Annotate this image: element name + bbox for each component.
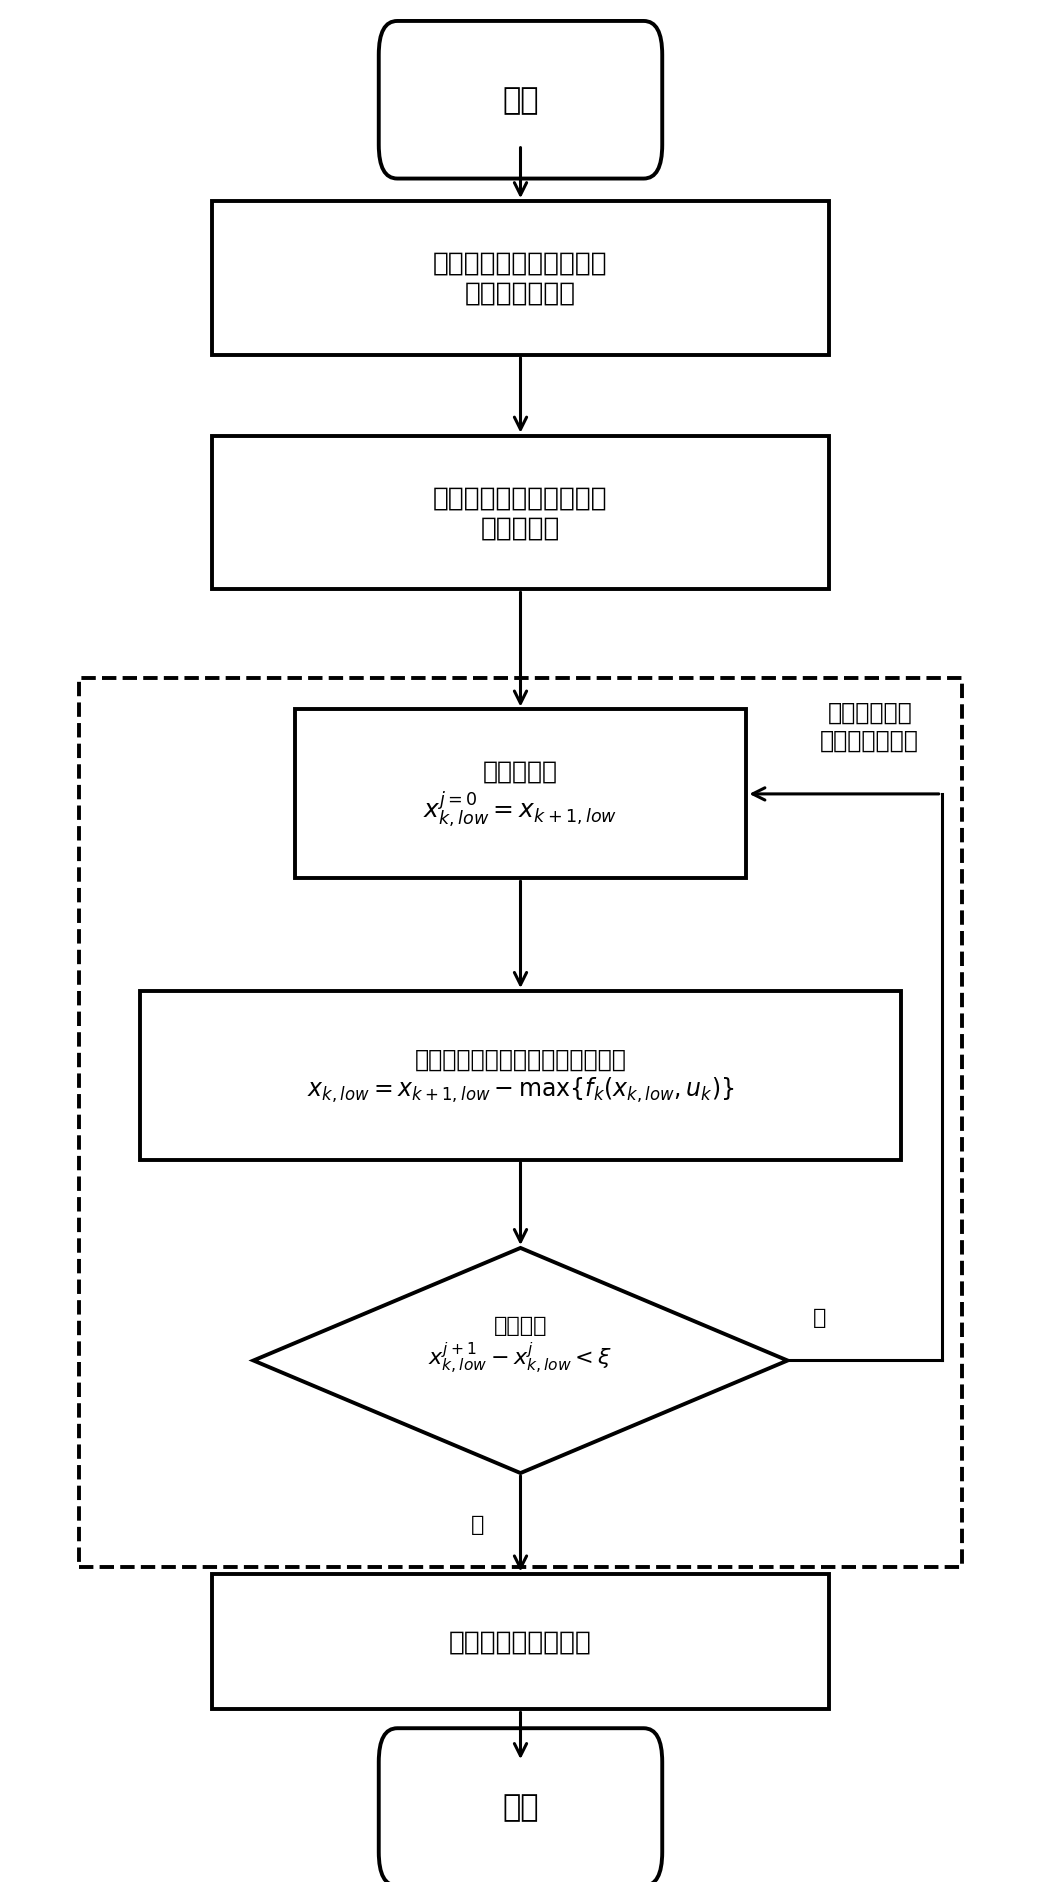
Text: 采用不动点后向迭代方法求解方程
$x_{k,low}=x_{k+1,low}-\max\{f_k(x_{k,low},u_k)\}$: 采用不动点后向迭代方法求解方程 $x_{k,low}=x_{k+1,low}-\… — [307, 1047, 734, 1105]
Text: 建立混合动力系统电池容
量与电流的关系: 建立混合动力系统电池容 量与电流的关系 — [433, 251, 608, 306]
FancyBboxPatch shape — [379, 23, 662, 179]
Bar — [212, 1575, 829, 1710]
Text: 开始: 开始 — [502, 87, 539, 115]
Bar — [295, 710, 746, 878]
Text: 确定系统状态变量与控制
变量的关系: 确定系统状态变量与控制 变量的关系 — [433, 485, 608, 542]
Polygon shape — [253, 1249, 788, 1473]
Text: 否: 否 — [813, 1307, 827, 1328]
Text: 计算系统状态上边界: 计算系统状态上边界 — [449, 1628, 592, 1655]
FancyBboxPatch shape — [379, 1728, 662, 1885]
Text: 容差判断
$x_{k,low}^{j+1}-x_{k,low}^{j}<\xi$: 容差判断 $x_{k,low}^{j+1}-x_{k,low}^{j}<\xi$ — [428, 1315, 613, 1377]
Text: 结束: 结束 — [502, 1793, 539, 1821]
Bar — [79, 678, 962, 1568]
Text: 后向迭代计算
系统状态下边界: 后向迭代计算 系统状态下边界 — [820, 701, 919, 752]
Text: 系统初始化
$x_{k,low}^{j=0}=x_{k+1,low}$: 系统初始化 $x_{k,low}^{j=0}=x_{k+1,low}$ — [424, 759, 617, 829]
Text: 是: 是 — [472, 1513, 484, 1534]
Bar — [212, 202, 829, 355]
Bar — [212, 436, 829, 589]
Bar — [141, 992, 900, 1160]
